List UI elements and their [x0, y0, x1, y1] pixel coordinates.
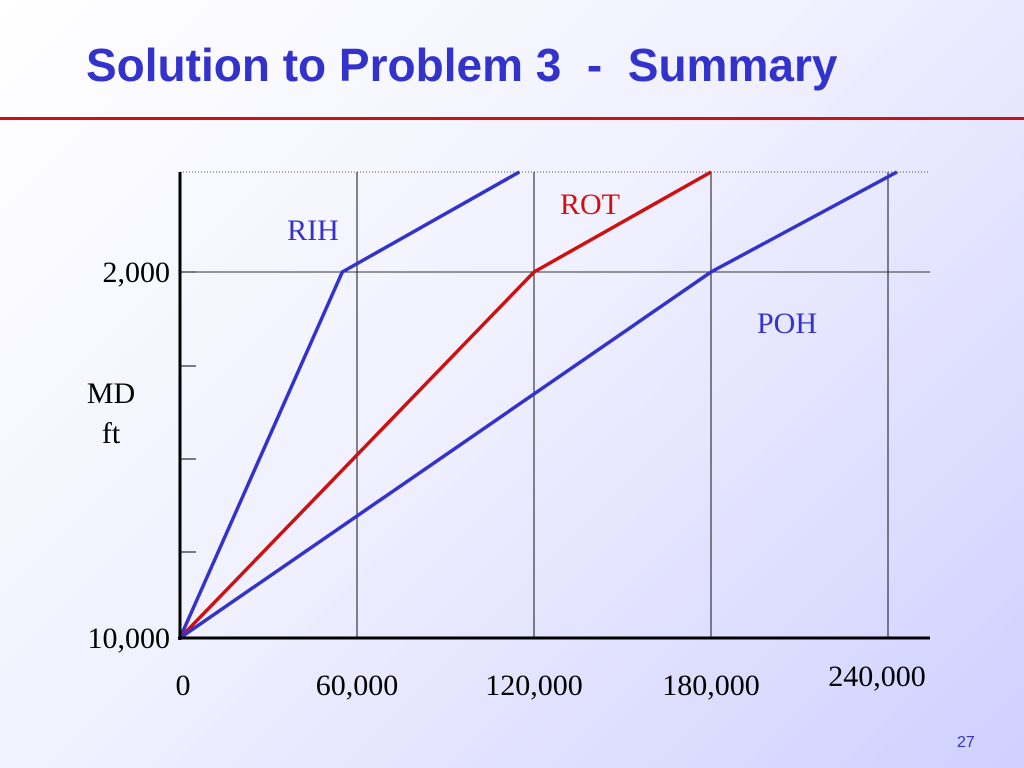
series-label-rih: RIH [287, 214, 339, 247]
y-axis-label-line-2: ft [102, 417, 121, 450]
page-number: 27 [957, 734, 975, 751]
slide-title: Solution to Problem 3 - Summary [86, 39, 838, 91]
series-label-poh: POH [757, 307, 817, 340]
y-tick-label-10000: 10,000 [88, 622, 171, 655]
y-axis-label-line-1: MD [87, 377, 135, 410]
x-tick-label-120000: 120,000 [485, 669, 583, 702]
series-line-rih [178, 170, 521, 639]
y-tick-label-2000: 2,000 [103, 256, 171, 289]
axes [178, 172, 930, 640]
grid-lines [180, 171, 930, 638]
x-tick-label-0: 0 [176, 669, 191, 702]
x-tick-label-240000: 240,000 [828, 660, 926, 693]
series-label-rot: ROT [560, 188, 620, 221]
x-tick-label-60000: 60,000 [316, 669, 399, 702]
title-divider [0, 117, 1024, 120]
series-line-poh [179, 170, 898, 640]
x-tick-label-180000: 180,000 [662, 669, 760, 702]
series-line-rot [178, 170, 712, 640]
series-lines [178, 170, 898, 640]
